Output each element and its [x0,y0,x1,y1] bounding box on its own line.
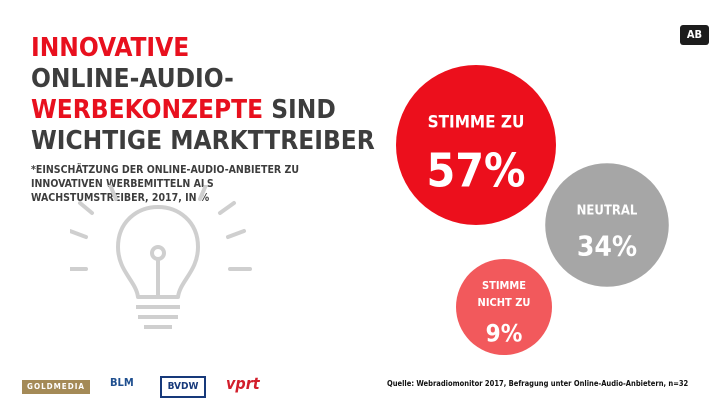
logo-vprt: vprt [226,374,260,393]
subtitle: *Einschätzung der Online-Audio-Anbieter … [31,164,299,204]
headline-line3-rest: sind [263,95,336,125]
bubble-category-label: NEUTRAL [577,204,638,219]
bubble-stimme-nicht-zu [456,259,552,355]
lightbulb-icon [70,185,252,329]
headline-line4: wichtige Markttreiber [31,126,375,156]
badge: AB [680,25,709,45]
logo-bvdw: BVDW [160,376,206,398]
logo-goldmedia: GOLDMEDIA [22,380,90,394]
bubble-labels: STIMME ZU 57% NEUTRAL 34% STIMME NICHT ZU 9% [426,113,637,348]
bubble-category-label: STIMME [482,279,526,292]
headline-line3: Werbekonzepte sind [31,95,375,126]
bubble-category-label: STIMME ZU [428,113,525,133]
headline-line1: Innovative [31,33,190,63]
bubble-stimme-zu [396,65,556,225]
bubble-category-label: NICHT ZU [478,296,531,309]
source-note: Quelle: Webradiomonitor 2017, Befragung … [387,379,689,388]
bubble-neutral [545,163,669,287]
headline-line2: Online-Audio- [31,64,234,94]
headline: Innovative Online-Audio- Werbekonzepte s… [31,33,375,157]
bubble-value-label: 9% [486,320,523,348]
bubble-value-label: 57% [426,143,525,197]
bubble-value-label: 34% [577,229,637,262]
headline-line3-red: Werbekonzepte [31,95,264,125]
logo-blm: BLM [110,376,134,389]
